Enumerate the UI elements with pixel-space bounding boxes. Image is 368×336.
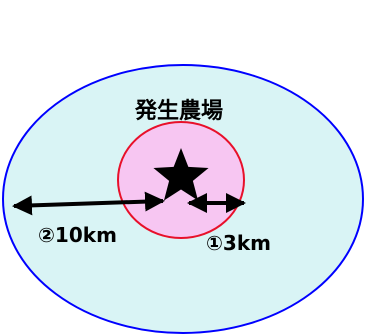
outer-radius-arrow — [12, 191, 165, 216]
inner-zone-label: ①3km — [206, 231, 271, 255]
star-icon — [153, 148, 209, 201]
outer-zone-label: ②10km — [38, 223, 117, 247]
center-label: 発生農場 — [134, 99, 223, 124]
